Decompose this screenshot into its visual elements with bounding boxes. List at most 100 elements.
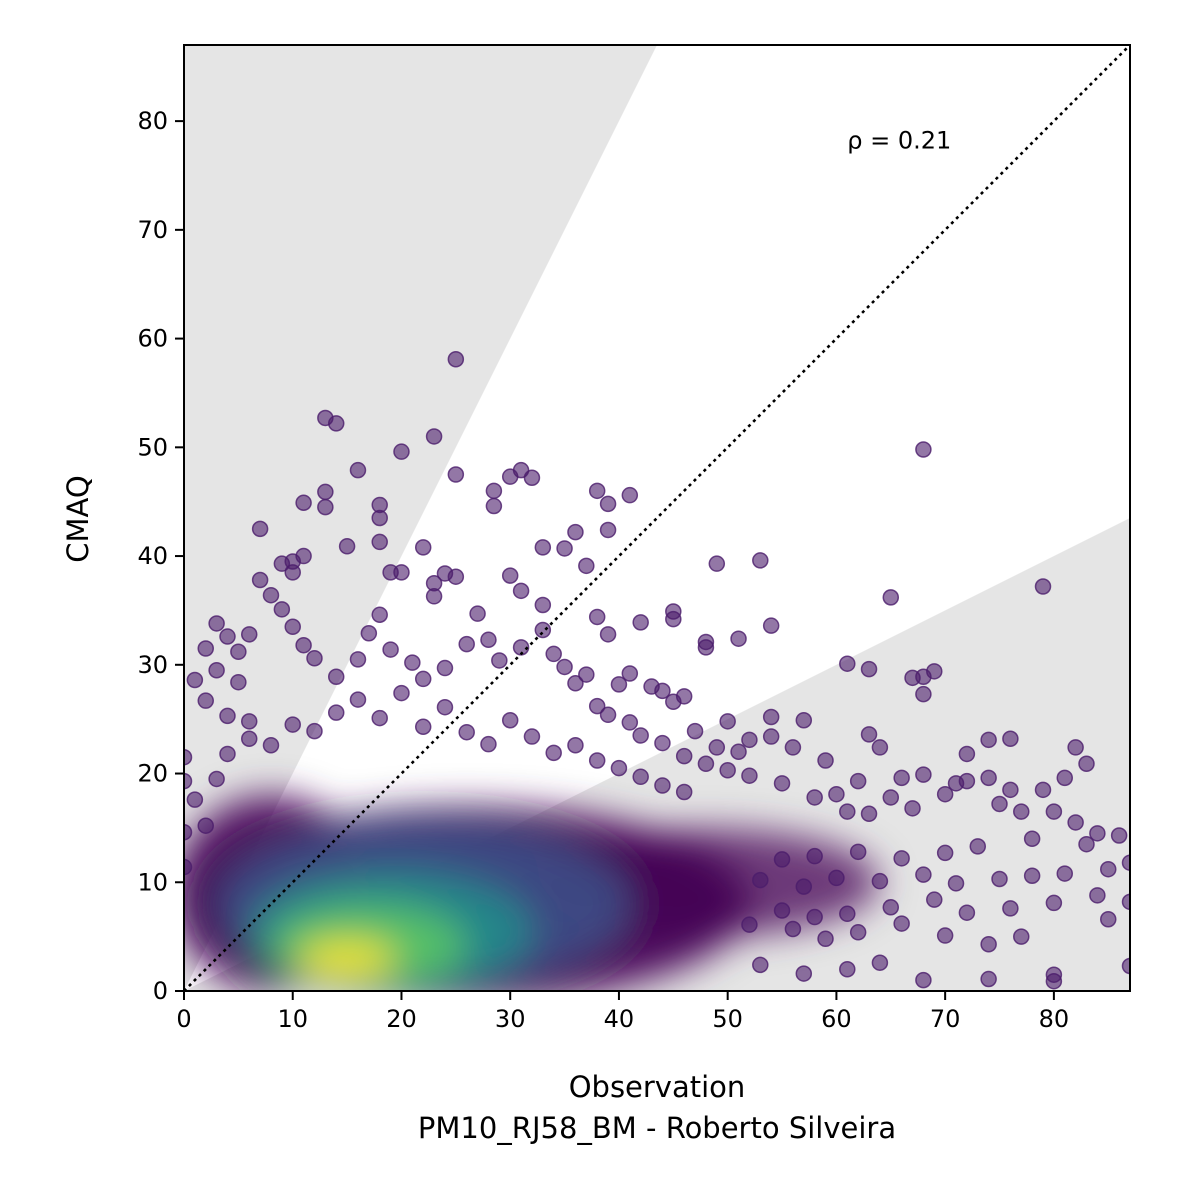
- data-point-93: [1034, 781, 1052, 799]
- data-point-4: [425, 428, 443, 445]
- y-tick-label-60: 60: [137, 325, 168, 353]
- data-point-62: [578, 666, 595, 683]
- data-point-28: [447, 568, 465, 585]
- data-point-192: [632, 727, 649, 744]
- data-point-82: [980, 731, 997, 749]
- data-point-74: [762, 728, 780, 745]
- data-point-165: [240, 713, 258, 730]
- data-point-161: [208, 661, 225, 679]
- data-point-212: [349, 691, 367, 708]
- data-point-177: [404, 654, 421, 671]
- x-tick-label-60: 60: [821, 1005, 852, 1033]
- data-point-217: [458, 723, 475, 741]
- data-point-125: [795, 878, 813, 895]
- data-point-69: [719, 713, 736, 730]
- data-point-23: [295, 547, 312, 565]
- data-point-13: [317, 498, 334, 516]
- data-point-204: [197, 817, 214, 834]
- data-point-80: [871, 739, 889, 756]
- data-point-207: [240, 730, 258, 747]
- data-point-90: [958, 772, 976, 790]
- x-tick-label-80: 80: [1039, 1005, 1070, 1033]
- data-point-179: [436, 659, 454, 677]
- data-point-134: [839, 905, 856, 923]
- data-point-106: [1089, 825, 1106, 842]
- y-axis-title: CMAQ: [61, 475, 95, 562]
- data-point-64: [621, 665, 639, 682]
- data-point-127: [1121, 893, 1130, 911]
- data-point-12: [317, 483, 334, 501]
- annotation-rho: ρ = 0.21: [847, 126, 951, 154]
- data-point-226: [654, 777, 671, 794]
- data-point-2: [327, 415, 345, 432]
- plot-frame: [183, 44, 1131, 992]
- data-point-76: [730, 743, 747, 761]
- data-point-53: [915, 441, 932, 458]
- data-point-99: [839, 803, 856, 820]
- density-layer-6: [298, 940, 397, 976]
- data-point-190: [599, 706, 617, 724]
- data-point-112: [893, 850, 910, 867]
- data-point-54: [882, 589, 900, 606]
- data-point-211: [327, 704, 345, 721]
- data-point-68: [665, 693, 682, 711]
- data-point-34: [567, 523, 584, 541]
- data-point-198: [773, 775, 791, 792]
- data-point-173: [349, 651, 367, 668]
- data-point-133: [882, 899, 900, 916]
- data-point-6: [349, 461, 367, 479]
- data-point-14: [295, 494, 312, 512]
- data-point-143: [817, 930, 834, 948]
- data-point-10: [485, 482, 503, 500]
- data-point-51: [708, 555, 726, 572]
- x-tick-label-30: 30: [495, 1005, 526, 1033]
- data-point-22: [284, 564, 301, 581]
- data-point-195: [697, 755, 715, 772]
- data-point-84: [1067, 739, 1084, 756]
- data-point-172: [327, 668, 345, 686]
- data-point-128: [1089, 887, 1106, 904]
- data-point-225: [632, 768, 649, 786]
- data-point-214: [393, 684, 410, 702]
- data-point-18: [251, 520, 269, 538]
- data-point-3: [393, 443, 410, 460]
- data-point-116: [1121, 854, 1130, 871]
- x-axis-subtitle: PM10_RJ58_BM - Roberto Silveira: [418, 1111, 896, 1145]
- data-point-130: [1002, 900, 1019, 917]
- y-tick-label-50: 50: [137, 433, 168, 461]
- data-point-132: [926, 891, 943, 908]
- data-point-57: [860, 660, 878, 678]
- data-point-124: [828, 869, 845, 887]
- data-point-213: [371, 709, 388, 727]
- data-point-186: [545, 645, 562, 663]
- x-tick-label-70: 70: [930, 1005, 961, 1033]
- data-point-188: [567, 675, 584, 692]
- x-tick-label-50: 50: [712, 1005, 743, 1033]
- data-point-30: [425, 588, 443, 605]
- data-point-101: [904, 800, 921, 817]
- data-point-227: [675, 783, 693, 801]
- data-point-193: [654, 734, 671, 752]
- data-point-39: [501, 567, 519, 584]
- data-point-131: [958, 904, 976, 921]
- data-point-209: [284, 716, 301, 733]
- data-point-222: [567, 737, 584, 754]
- data-point-200: [184, 772, 193, 790]
- data-point-167: [273, 601, 291, 618]
- data-point-208: [262, 737, 280, 754]
- y-tick-label-20: 20: [137, 760, 168, 788]
- data-point-63: [610, 676, 628, 693]
- data-point-35: [599, 521, 617, 539]
- data-point-206: [219, 745, 236, 763]
- data-point-98: [806, 789, 823, 806]
- density-cloud: [184, 795, 880, 991]
- data-point-218: [480, 735, 497, 753]
- scatter-points: [184, 350, 1130, 990]
- data-point-202: [184, 823, 193, 841]
- data-point-107: [1110, 827, 1128, 844]
- data-point-156: [197, 640, 214, 657]
- data-point-86: [849, 772, 867, 790]
- data-point-117: [1100, 860, 1117, 878]
